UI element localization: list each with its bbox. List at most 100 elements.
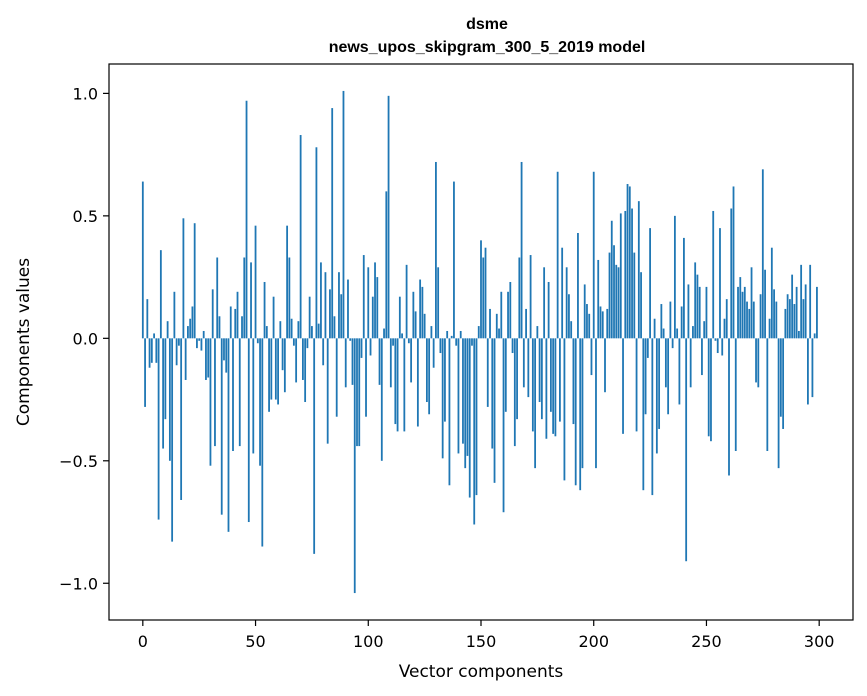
bar-component-277 [766, 338, 769, 451]
bar-component-228 [655, 338, 658, 454]
y-tick-label: 0.0 [73, 329, 98, 348]
bar-component-17 [180, 338, 183, 500]
y-tick-label: −1.0 [59, 574, 98, 593]
bar-component-103 [374, 262, 376, 339]
bar-component-33 [216, 257, 219, 339]
bar-component-115 [401, 333, 403, 339]
bar-component-138 [453, 181, 455, 339]
bar-component-213 [622, 338, 624, 434]
bar-component-80 [322, 338, 325, 366]
bar-component-298 [813, 333, 816, 339]
bar-component-136 [448, 338, 451, 486]
bar-component-297 [811, 338, 814, 398]
bar-component-283 [779, 338, 782, 417]
bar-component-70 [299, 135, 302, 339]
bar-component-113 [396, 338, 399, 432]
bar-component-105 [378, 338, 381, 385]
bar-component-156 [493, 338, 496, 483]
bar-component-243 [689, 338, 692, 388]
bar-component-239 [680, 306, 683, 339]
bar-component-5 [153, 333, 155, 339]
bar-component-125 [423, 313, 426, 339]
bar-component-160 [502, 338, 505, 513]
bar-component-199 [590, 338, 593, 376]
bar-component-58 [272, 296, 275, 339]
bar-component-267 [743, 286, 746, 339]
x-tick-label: 300 [804, 632, 835, 651]
bar-component-216 [628, 186, 631, 339]
bar-component-6 [155, 338, 158, 363]
bar-component-25 [198, 338, 201, 341]
bar-component-266 [741, 291, 744, 339]
bar-component-251 [707, 338, 710, 437]
bar-component-36 [223, 338, 225, 361]
bar-component-165 [513, 338, 516, 447]
bar-component-241 [685, 338, 688, 562]
bar-component-187 [563, 338, 566, 481]
bar-component-29 [207, 338, 210, 378]
bar-component-231 [662, 328, 665, 339]
bar-component-190 [570, 321, 573, 339]
bar-component-145 [468, 338, 471, 498]
bar-component-292 [800, 264, 803, 339]
bar-component-264 [737, 286, 739, 339]
bar-component-128 [430, 326, 433, 339]
bar-component-143 [464, 338, 467, 469]
bar-component-142 [462, 338, 464, 444]
bar-component-32 [214, 338, 216, 447]
bar-component-0 [141, 181, 144, 339]
bar-component-137 [450, 335, 453, 339]
bar-component-253 [712, 210, 715, 339]
bar-component-279 [770, 247, 773, 339]
bar-component-268 [746, 301, 748, 339]
bar-component-14 [173, 291, 176, 339]
bar-component-104 [376, 277, 379, 339]
bar-component-169 [522, 338, 525, 388]
bar-component-26 [200, 338, 203, 351]
bar-component-191 [572, 338, 575, 425]
bar-component-207 [608, 252, 611, 339]
bar-component-81 [324, 272, 327, 339]
bar-component-273 [757, 338, 760, 388]
bar-component-82 [326, 338, 329, 444]
bar-component-255 [716, 338, 719, 354]
bar-component-89 [342, 90, 345, 339]
bar-component-134 [444, 338, 446, 422]
bar-component-77 [315, 147, 318, 339]
bar-component-85 [333, 316, 336, 339]
y-axis-ticks: −1.0 −0.5 0.0 0.5 1.0 [59, 84, 109, 593]
x-axis-label: Vector components [399, 662, 564, 682]
bar-component-257 [721, 338, 724, 356]
y-tick-label: 0.5 [73, 207, 98, 226]
bar-component-285 [784, 308, 787, 339]
bar-component-170 [525, 308, 527, 339]
bar-component-94 [353, 338, 356, 594]
bar-component-269 [748, 308, 751, 339]
bar-component-62 [281, 338, 284, 371]
bar-component-282 [777, 338, 780, 469]
x-axis-ticks: 0 50 100 150 200 250 300 [138, 620, 835, 651]
bar-component-102 [371, 296, 374, 339]
bar-component-91 [347, 279, 349, 339]
bar-component-68 [295, 338, 298, 383]
bar-component-40 [232, 338, 234, 451]
bar-component-49 [252, 338, 255, 454]
bar-component-242 [687, 284, 690, 339]
bar-component-90 [344, 338, 347, 388]
x-tick-label: 50 [245, 632, 265, 651]
bar-component-4 [150, 338, 153, 363]
bar-component-31 [211, 289, 214, 339]
bar-component-208 [610, 220, 613, 339]
bar-component-249 [703, 321, 706, 339]
bar-component-227 [653, 318, 656, 339]
bar-component-76 [313, 338, 316, 554]
bar-component-79 [320, 262, 322, 339]
bar-component-43 [238, 338, 241, 447]
bar-component-245 [694, 262, 697, 339]
bar-component-223 [644, 338, 647, 415]
bar-component-74 [308, 296, 311, 339]
bar-component-219 [635, 338, 638, 432]
bar-component-183 [554, 338, 557, 437]
bar-component-59 [274, 338, 277, 400]
bar-component-222 [642, 338, 645, 491]
